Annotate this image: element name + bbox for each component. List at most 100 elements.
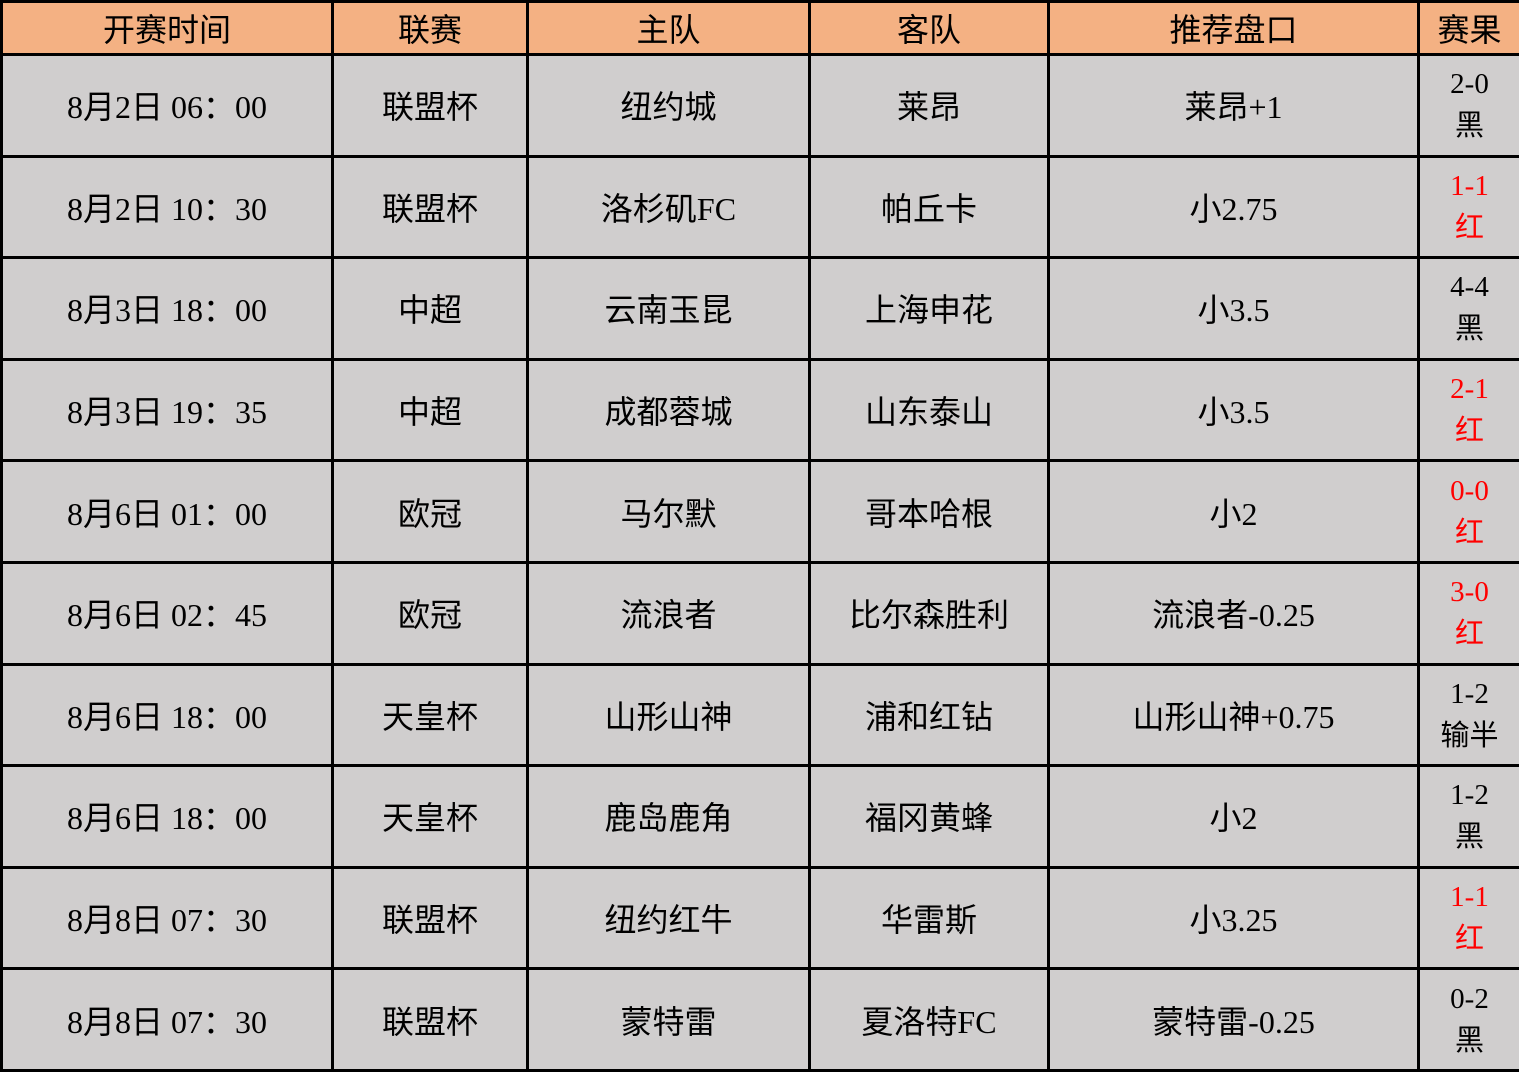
cell-away-team: 浦和红钻: [808, 662, 1050, 768]
cell-recommended-handicap: 小3.5: [1047, 256, 1420, 361]
cell-kickoff-time: 8月2日 06：00: [0, 53, 334, 158]
result-score: 2-1: [1450, 373, 1489, 406]
cell-away-team: 莱昂: [808, 53, 1050, 158]
cell-recommended-handicap: 小3.5: [1047, 357, 1420, 463]
cell-away-team: 山东泰山: [808, 357, 1050, 463]
cell-result: 1-1 红: [1417, 865, 1519, 971]
table-row: 8月6日 01：00 欧冠 马尔默 哥本哈根 小2 0-0 红: [0, 459, 1519, 564]
cell-recommended-handicap: 小2.75: [1047, 154, 1420, 260]
table-row: 8月8日 07：30 联盟杯 纽约红牛 华雷斯 小3.25 1-1 红: [0, 865, 1519, 971]
cell-result: 3-0 红: [1417, 560, 1519, 666]
result-score: 1-2: [1450, 779, 1489, 812]
table-header: 开赛时间 联赛 主队 客队 推荐盘口 赛果: [0, 0, 1519, 56]
cell-result: 0-0 红: [1417, 459, 1519, 564]
cell-home-team: 云南玉昆: [526, 256, 811, 361]
table-row: 8月3日 19：35 中超 成都蓉城 山东泰山 小3.5 2-1 红: [0, 357, 1519, 463]
cell-league: 中超: [331, 256, 529, 361]
cell-league: 联盟杯: [331, 154, 529, 260]
cell-league: 联盟杯: [331, 53, 529, 158]
result-score: 2-0: [1450, 68, 1489, 101]
cell-result: 2-1 红: [1417, 357, 1519, 463]
cell-recommended-handicap: 流浪者-0.25: [1047, 560, 1420, 666]
cell-league: 天皇杯: [331, 662, 529, 768]
cell-away-team: 夏洛特FC: [808, 967, 1050, 1072]
cell-home-team: 马尔默: [526, 459, 811, 564]
cell-recommended-handicap: 小3.25: [1047, 865, 1420, 971]
cell-home-team: 纽约城: [526, 53, 811, 158]
cell-kickoff-time: 8月3日 19：35: [0, 357, 334, 463]
cell-kickoff-time: 8月6日 18：00: [0, 662, 334, 768]
table-row: 8月8日 07：30 联盟杯 蒙特雷 夏洛特FC 蒙特雷-0.25 0-2 黑: [0, 967, 1519, 1072]
column-header-recommended-handicap: 推荐盘口: [1047, 0, 1420, 56]
column-header-league: 联赛: [331, 0, 529, 56]
cell-kickoff-time: 8月6日 01：00: [0, 459, 334, 564]
cell-recommended-handicap: 小2: [1047, 459, 1420, 564]
header-row: 开赛时间 联赛 主队 客队 推荐盘口 赛果: [0, 0, 1519, 56]
result-score: 4-4: [1450, 271, 1489, 304]
cell-home-team: 流浪者: [526, 560, 811, 666]
table-row: 8月6日 18：00 天皇杯 山形山神 浦和红钻 山形山神+0.75 1-2 输…: [0, 662, 1519, 768]
cell-recommended-handicap: 小2: [1047, 764, 1420, 869]
table-row: 8月6日 02：45 欧冠 流浪者 比尔森胜利 流浪者-0.25 3-0 红: [0, 560, 1519, 666]
result-score: 0-0: [1450, 474, 1489, 507]
result-outcome: 黑: [1454, 821, 1484, 854]
cell-result: 1-1 红: [1417, 154, 1519, 260]
table-row: 8月6日 18：00 天皇杯 鹿岛鹿角 福冈黄蜂 小2 1-2 黑: [0, 764, 1519, 869]
cell-away-team: 上海申花: [808, 256, 1050, 361]
result-outcome: 黑: [1454, 313, 1484, 346]
result-score: 1-2: [1450, 677, 1489, 710]
cell-recommended-handicap: 莱昂+1: [1047, 53, 1420, 158]
result-outcome: 红: [1454, 618, 1484, 651]
cell-result: 1-2 输半: [1417, 662, 1519, 768]
cell-recommended-handicap: 蒙特雷-0.25: [1047, 967, 1420, 1072]
cell-home-team: 洛杉矶FC: [526, 154, 811, 260]
result-score: 1-1: [1450, 881, 1489, 913]
cell-home-team: 蒙特雷: [526, 967, 811, 1072]
column-header-kickoff-time: 开赛时间: [0, 0, 334, 56]
cell-home-team: 成都蓉城: [526, 357, 811, 463]
result-outcome: 黑: [1454, 110, 1484, 143]
cell-kickoff-time: 8月8日 07：30: [0, 967, 334, 1072]
cell-league: 天皇杯: [331, 764, 529, 869]
cell-away-team: 哥本哈根: [808, 459, 1050, 564]
cell-away-team: 福冈黄蜂: [808, 764, 1050, 869]
result-outcome: 输半: [1440, 719, 1499, 752]
cell-home-team: 纽约红牛: [526, 865, 811, 971]
result-outcome: 红: [1454, 211, 1484, 244]
result-score: 1-1: [1450, 169, 1489, 202]
column-header-result: 赛果: [1417, 0, 1519, 56]
cell-recommended-handicap: 山形山神+0.75: [1047, 662, 1420, 768]
result-outcome: 红: [1454, 415, 1484, 448]
result-outcome: 黑: [1454, 1024, 1484, 1057]
cell-kickoff-time: 8月3日 18：00: [0, 256, 334, 361]
cell-league: 联盟杯: [331, 967, 529, 1072]
cell-kickoff-time: 8月8日 07：30: [0, 865, 334, 971]
cell-result: 1-2 黑: [1417, 764, 1519, 869]
cell-result: 4-4 黑: [1417, 256, 1519, 361]
result-outcome: 红: [1454, 923, 1484, 956]
cell-result: 2-0 黑: [1417, 53, 1519, 158]
cell-league: 欧冠: [331, 459, 529, 564]
cell-result: 0-2 黑: [1417, 967, 1519, 1072]
column-header-away-team: 客队: [808, 0, 1050, 56]
result-score: 0-2: [1450, 982, 1489, 1015]
result-outcome: 红: [1454, 516, 1484, 549]
cell-league: 中超: [331, 357, 529, 463]
cell-league: 联盟杯: [331, 865, 529, 971]
cell-home-team: 山形山神: [526, 662, 811, 768]
cell-kickoff-time: 8月6日 02：45: [0, 560, 334, 666]
cell-kickoff-time: 8月6日 18：00: [0, 764, 334, 869]
cell-kickoff-time: 8月2日 10：30: [0, 154, 334, 260]
table-row: 8月2日 10：30 联盟杯 洛杉矶FC 帕丘卡 小2.75 1-1 红: [0, 154, 1519, 260]
table-body: 8月2日 06：00 联盟杯 纽约城 莱昂 莱昂+1 2-0 黑 8月2日 10…: [0, 53, 1519, 1072]
cell-away-team: 帕丘卡: [808, 154, 1050, 260]
column-header-home-team: 主队: [526, 0, 811, 56]
result-score: 3-0: [1450, 576, 1489, 609]
cell-away-team: 比尔森胜利: [808, 560, 1050, 666]
cell-league: 欧冠: [331, 560, 529, 666]
table-row: 8月3日 18：00 中超 云南玉昆 上海申花 小3.5 4-4 黑: [0, 256, 1519, 361]
cell-away-team: 华雷斯: [808, 865, 1050, 971]
cell-home-team: 鹿岛鹿角: [526, 764, 811, 869]
table-row: 8月2日 06：00 联盟杯 纽约城 莱昂 莱昂+1 2-0 黑: [0, 53, 1519, 158]
